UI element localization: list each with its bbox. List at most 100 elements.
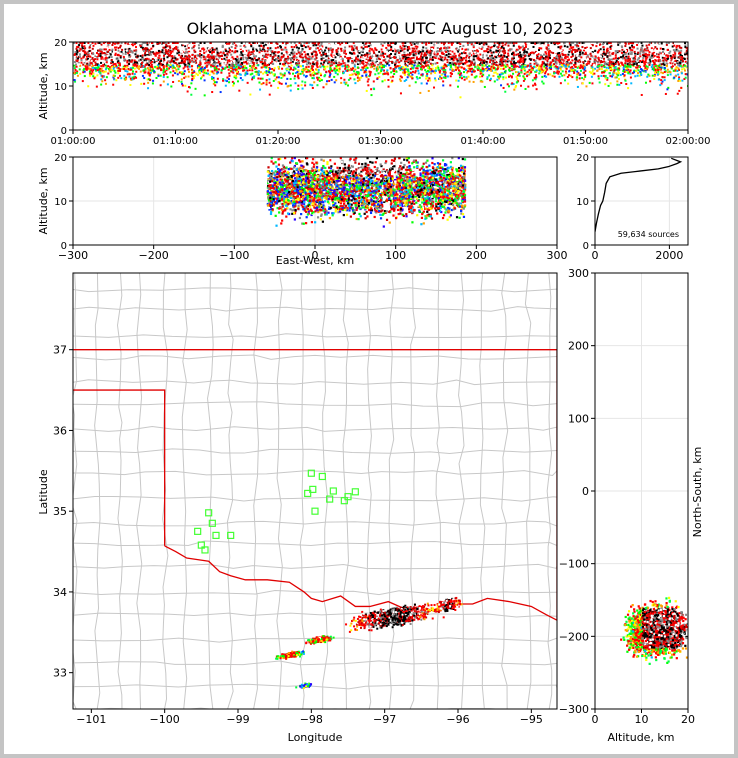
time-height-source-point [394, 42, 397, 44]
time-height-source-point [149, 78, 152, 81]
time-height-source-point [357, 42, 360, 44]
time-height-source-point [654, 46, 657, 49]
time-height-source-point [281, 42, 284, 44]
time-height-source-point [536, 55, 539, 58]
time-height-source-point [140, 64, 143, 67]
time-height-source-point [335, 62, 338, 65]
time-height-source-point [119, 69, 122, 72]
time-height-source-point [602, 46, 605, 49]
time-height-source-point [430, 69, 433, 72]
time-height-source-point [312, 51, 315, 54]
time-height-source-point [174, 72, 177, 75]
time-height-source-point [350, 45, 353, 48]
time-height-source-point [631, 55, 634, 58]
time-height-source-point [188, 65, 191, 68]
time-height-source-point [243, 42, 246, 44]
time-height-source-point [659, 60, 662, 63]
time-height-source-point [576, 50, 579, 53]
time-height-source-point [337, 53, 340, 56]
time-height-source-point [421, 59, 424, 62]
time-height-source-point [238, 66, 241, 69]
time-height-source-point [317, 76, 320, 79]
time-height-source-point [104, 70, 107, 73]
time-height-source-point [74, 68, 77, 71]
time-height-source-point [525, 71, 528, 74]
time-height-source-point [406, 68, 409, 71]
time-height-source-point [378, 50, 381, 53]
time-height-source-point [271, 62, 274, 65]
time-height-source-point [684, 60, 687, 63]
time-height-source-point [457, 62, 460, 65]
time-height-source-point [94, 42, 97, 45]
time-height-source-point [437, 66, 440, 69]
time-height-source-point [584, 46, 587, 49]
time-height-source-point [444, 54, 447, 57]
time-height-source-point [102, 54, 105, 57]
time-height-source-point [463, 71, 466, 74]
time-height-source-point [162, 69, 165, 72]
time-height-source-point [554, 65, 557, 68]
time-height-source-point [128, 47, 131, 50]
time-height-source-point [236, 63, 239, 66]
time-height-source-point [661, 52, 664, 55]
time-height-source-point [208, 59, 211, 62]
time-height-source-point [219, 64, 222, 67]
time-height-source-point [374, 61, 377, 64]
time-height-source-point [230, 65, 233, 68]
time-height-source-point [140, 43, 143, 46]
time-height-source-point [183, 76, 186, 79]
time-height-source-point [289, 42, 292, 44]
time-height-source-point [101, 60, 104, 63]
time-height-source-point [311, 86, 314, 89]
time-height-source-point [467, 70, 470, 73]
time-height-source-point [425, 57, 428, 60]
time-height-source-point [496, 78, 499, 81]
time-height-source-point [101, 70, 104, 73]
time-height-source-point [224, 59, 227, 62]
time-height-source-point [463, 78, 466, 81]
time-height-source-point [182, 52, 185, 55]
time-height-source-point [340, 81, 343, 84]
time-height-source-point [257, 73, 260, 76]
time-height-source-point [168, 67, 171, 70]
time-height-source-point [511, 82, 514, 85]
time-height-source-point [550, 61, 553, 64]
time-height-source-point [104, 62, 107, 65]
time-height-source-point [73, 64, 76, 67]
time-height-source-point [255, 55, 258, 58]
time-height-source-point [528, 57, 531, 60]
time-height-source-point [531, 79, 534, 82]
time-height-source-point [87, 52, 90, 55]
time-height-source-point [390, 71, 393, 74]
time-height-source-point [355, 73, 358, 76]
time-height-source-point [290, 61, 293, 64]
time-height-source-point [165, 69, 168, 72]
time-height-source-point [201, 66, 204, 69]
time-height-source-point [527, 48, 530, 51]
time-height-source-point [605, 51, 608, 54]
time-height-source-point [100, 48, 103, 51]
time-height-source-point [414, 81, 417, 84]
time-height-source-point [277, 55, 280, 58]
time-height-source-point [458, 54, 461, 57]
time-height-source-point [492, 61, 495, 64]
time-height-source-point [233, 76, 236, 79]
time-height-source-point [220, 69, 223, 72]
time-height-source-point [409, 67, 412, 70]
time-height-source-point [434, 69, 437, 72]
time-height-source-point [629, 42, 632, 44]
time-height-source-point [158, 62, 161, 65]
time-height-source-point [246, 56, 249, 59]
time-height-source-point [667, 61, 670, 64]
time-height-source-point [244, 46, 247, 49]
time-height-source-point [563, 59, 566, 62]
time-height-source-point [254, 67, 257, 70]
time-height-source-point [621, 45, 624, 48]
time-height-source-point [172, 80, 175, 83]
time-height-source-point [653, 54, 656, 57]
time-height-source-point [467, 58, 470, 61]
time-height-source-point [273, 59, 276, 62]
time-height-source-point [214, 81, 217, 84]
time-height-source-point [456, 66, 459, 69]
time-height-source-point [577, 45, 580, 48]
